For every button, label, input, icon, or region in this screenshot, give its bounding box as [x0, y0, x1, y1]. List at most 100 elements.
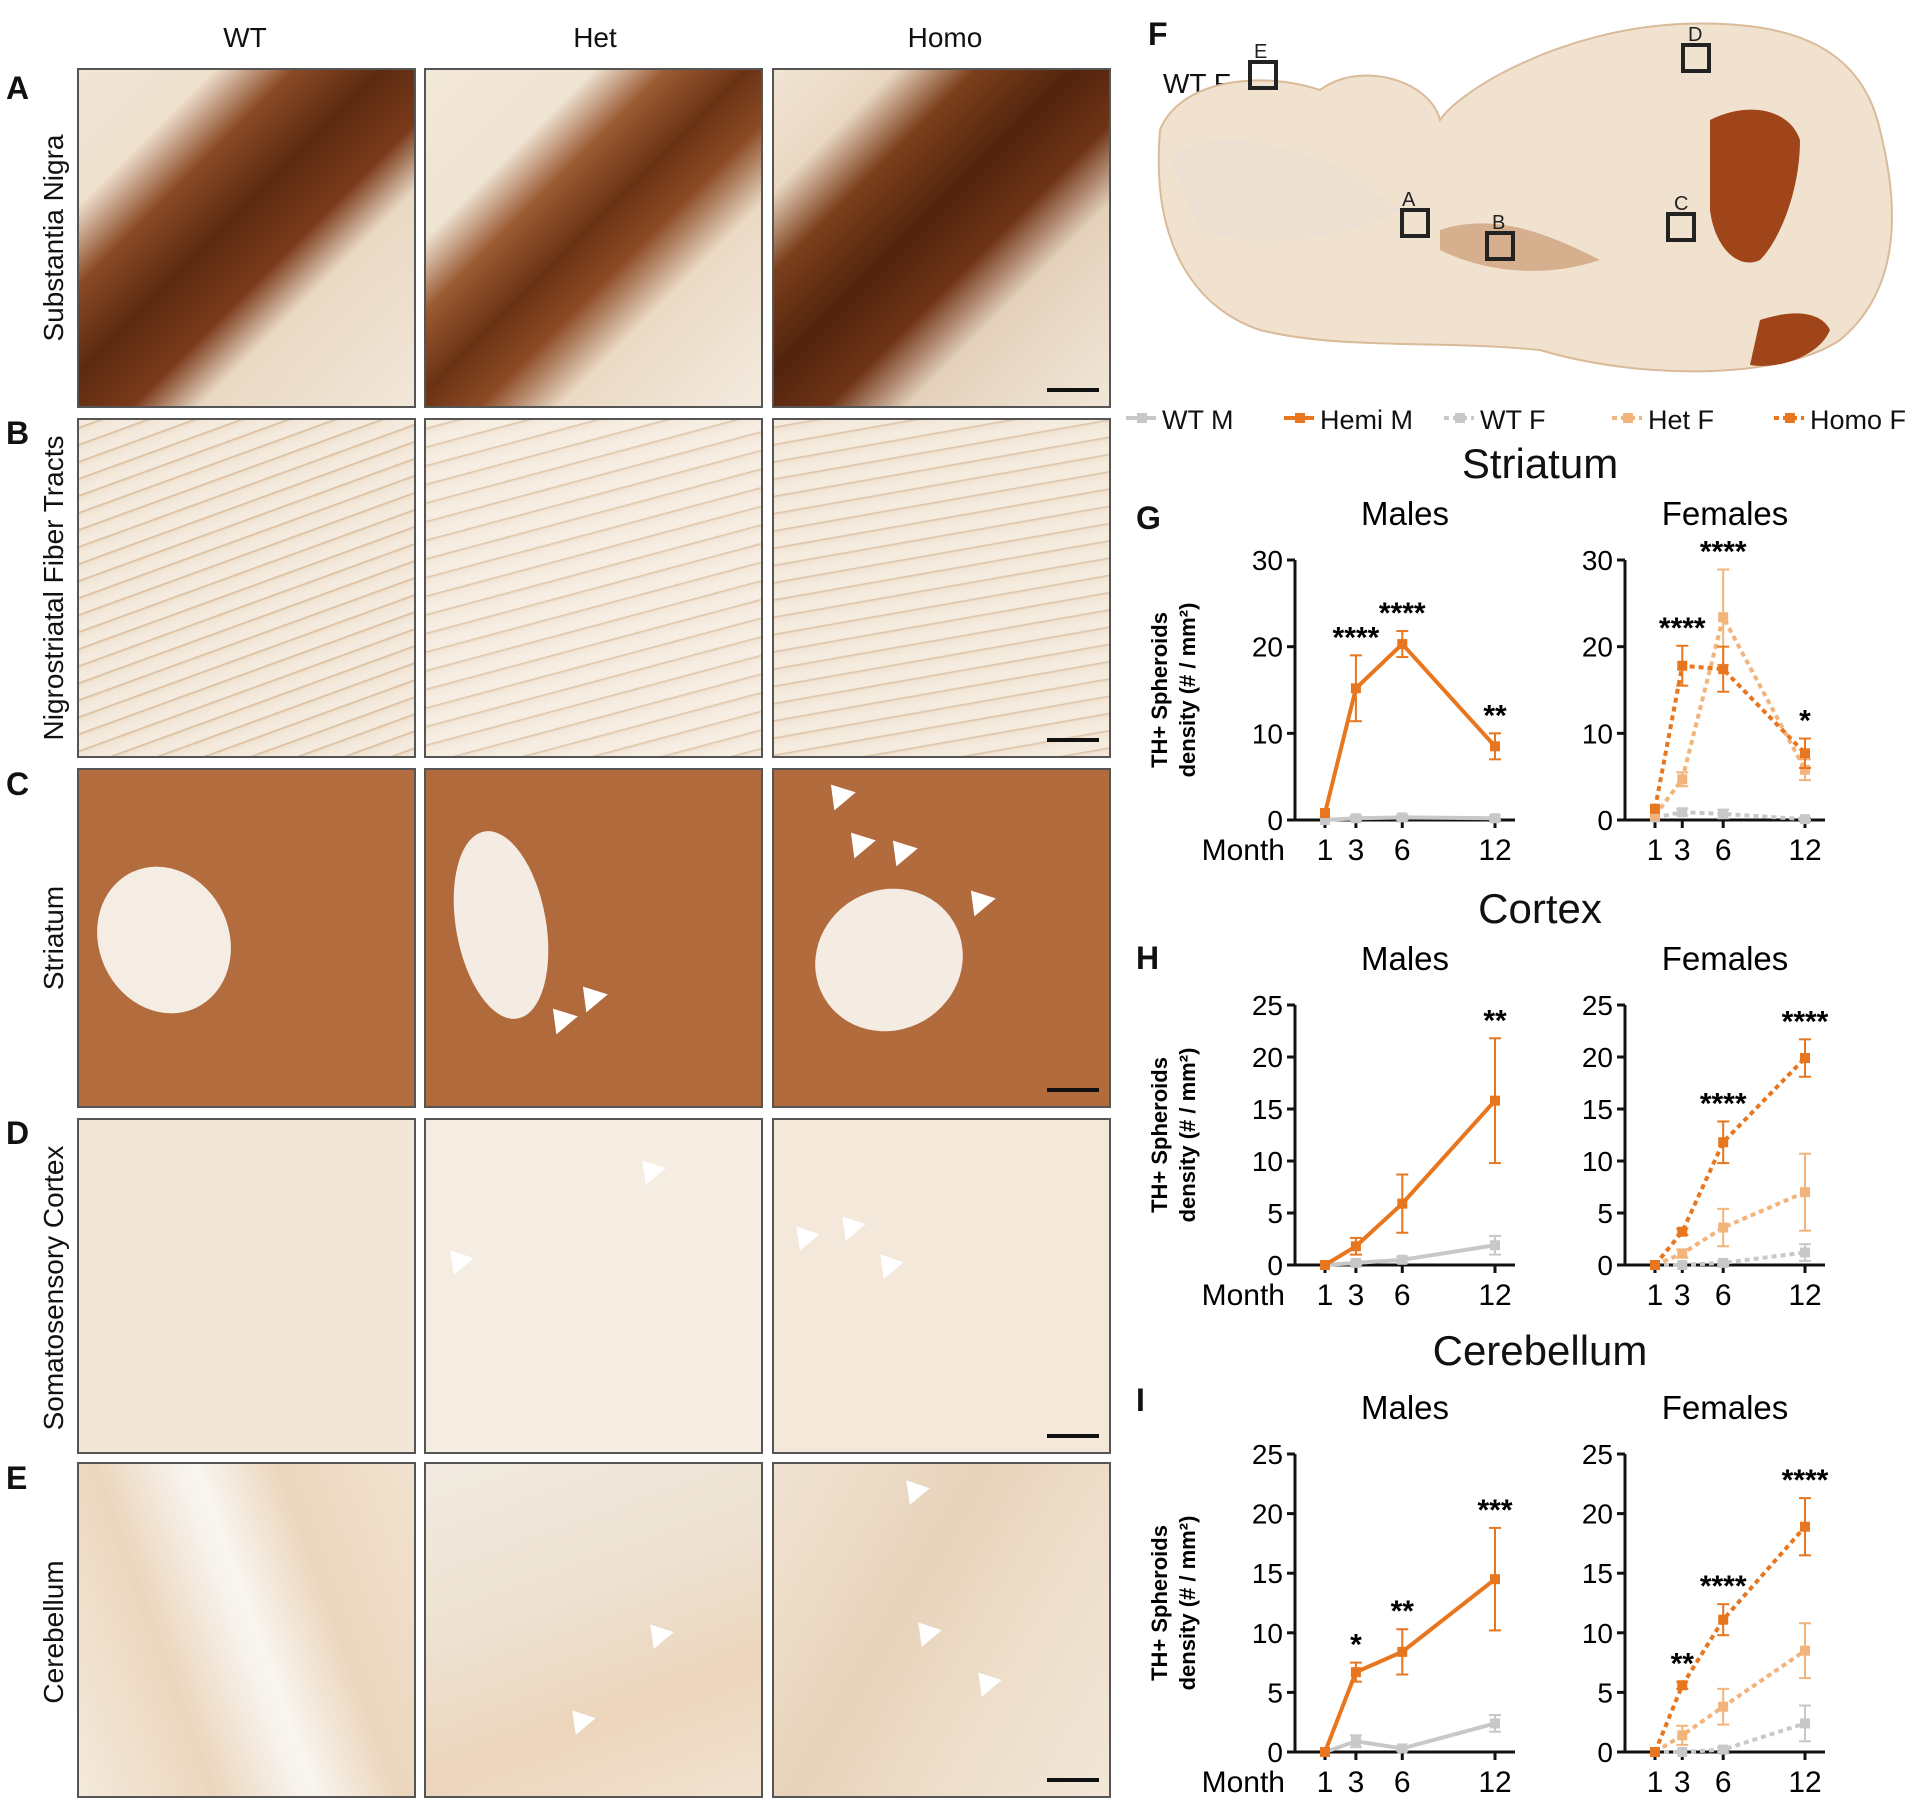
data-point — [1650, 810, 1660, 821]
y-tick-label: 0 — [1597, 1250, 1613, 1281]
legend-svg: WT M Hemi M WT F Het F Homo F — [1126, 405, 1906, 435]
data-point — [1490, 1095, 1500, 1106]
legend-marker — [1137, 413, 1147, 423]
row-letter-e: E — [6, 1460, 28, 1496]
arrowhead-icon — [632, 1152, 666, 1185]
micrograph-c-homo — [772, 768, 1111, 1108]
y-tick-label: 10 — [1582, 718, 1613, 749]
data-point — [1677, 1248, 1688, 1259]
x-tick-label: 1 — [1647, 834, 1664, 867]
scale-bar — [1047, 1778, 1099, 1782]
series-line — [1653, 663, 1807, 810]
y-tick-label: 15 — [1582, 1094, 1613, 1125]
x-tick-label: 6 — [1394, 834, 1411, 867]
data-point — [1490, 741, 1500, 752]
data-point — [1320, 808, 1330, 819]
data-point — [1677, 774, 1688, 785]
row-label-wrap-d: Somatosensory Cortex — [34, 1118, 74, 1458]
subplot-title: Males — [1361, 495, 1449, 532]
roi-label: D — [1688, 24, 1702, 46]
series-line — [1323, 1099, 1497, 1267]
y-tick-label: 10 — [1582, 1146, 1613, 1177]
x-tick-label: 1 — [1647, 1766, 1664, 1799]
data-point — [1320, 1747, 1330, 1757]
row-label-wrap-a: Substantia Nigra — [34, 68, 74, 408]
legend-label: WT F — [1480, 405, 1545, 435]
row-letter-a: A — [6, 70, 30, 106]
data-point — [1490, 1718, 1500, 1729]
data-point — [1650, 803, 1660, 814]
y-axis-label: density (# / mm²) — [1175, 603, 1200, 778]
micrograph-a-het — [424, 68, 763, 408]
data-point — [1800, 1053, 1810, 1064]
y-tick-label: 25 — [1252, 990, 1283, 1021]
significance-stars: **** — [1782, 1464, 1829, 1497]
data-point — [1718, 664, 1729, 675]
roi-label: A — [1402, 189, 1416, 211]
data-point — [1718, 1614, 1729, 1625]
y-tick-label: 10 — [1252, 1618, 1283, 1649]
data-point — [1397, 812, 1408, 823]
panel-letter-i: I — [1136, 1382, 1145, 1418]
data-point — [1350, 1257, 1361, 1268]
x-tick-label: 6 — [1715, 834, 1732, 867]
x-tick-label: 1 — [1317, 834, 1334, 867]
chart-cerebellum: TH+ Spheroids density (# / mm²)Males05101… — [1147, 1389, 1829, 1799]
row-letter-c: C — [6, 766, 30, 802]
significance-stars: **** — [1333, 621, 1380, 654]
data-point — [1490, 1574, 1500, 1585]
arrowhead-icon — [640, 1616, 674, 1649]
panel-letter-h: H — [1136, 940, 1160, 976]
y-tick-label: 25 — [1582, 1439, 1613, 1470]
data-point — [1677, 1680, 1688, 1691]
significance-stars: **** — [1700, 1570, 1747, 1603]
arrowhead-icon — [882, 831, 918, 867]
significance-stars: **** — [1659, 612, 1706, 645]
significance-stars: ** — [1483, 699, 1507, 732]
legend-marker — [1785, 413, 1795, 423]
significance-stars: **** — [1700, 536, 1747, 569]
x-tick-label: 3 — [1674, 834, 1691, 867]
legend: WT M Hemi M WT F Het F Homo F — [1122, 398, 1908, 436]
subplot-title: Males — [1361, 1389, 1449, 1426]
subplot-title: Females — [1662, 495, 1789, 532]
data-point — [1800, 748, 1810, 759]
subplot-title: Females — [1662, 1389, 1789, 1426]
subplot-title: Males — [1361, 940, 1449, 977]
series-line — [1323, 1577, 1497, 1753]
significance-stars: ** — [1391, 1595, 1415, 1628]
y-tick-label: 0 — [1267, 805, 1283, 836]
y-tick-label: 30 — [1582, 545, 1613, 576]
legend-label: Hemi M — [1320, 405, 1413, 435]
series-line — [1655, 1721, 1806, 1754]
white-matter-bundle — [789, 861, 989, 1059]
arrowhead-icon — [572, 977, 608, 1013]
data-point — [1677, 1226, 1688, 1237]
legend-marker — [1623, 413, 1633, 423]
micrograph-b-homo — [772, 418, 1111, 758]
x-tick-label: 3 — [1348, 834, 1365, 867]
data-point — [1350, 813, 1361, 824]
row-label-wrap-b: Nigrostriatal Fiber Tracts — [34, 418, 74, 758]
arrowhead-icon — [840, 823, 876, 859]
y-tick-label: 10 — [1582, 1618, 1613, 1649]
y-tick-label: 20 — [1582, 632, 1613, 663]
x-tick-label: 6 — [1715, 1766, 1732, 1799]
series-line — [1324, 1243, 1496, 1267]
sagittal-brain-image: A B C D E — [1157, 22, 1893, 373]
row-label-striatum: Striatum — [38, 885, 69, 991]
row-label-nigrostriatal: Nigrostriatal Fiber Tracts — [38, 435, 69, 741]
data-point — [1490, 1240, 1500, 1251]
data-point — [1397, 1198, 1408, 1209]
x-tick-label: 1 — [1317, 1279, 1334, 1312]
roi-box — [1400, 208, 1430, 238]
x-tick-label: 3 — [1348, 1279, 1365, 1312]
row-label-cerebellum: Cerebellum — [38, 1560, 69, 1704]
y-tick-label: 0 — [1267, 1737, 1283, 1768]
micrograph-b-wt — [77, 418, 416, 758]
legend-label: Het F — [1648, 405, 1714, 435]
data-point — [1800, 1187, 1810, 1198]
y-tick-label: 20 — [1252, 1042, 1283, 1073]
data-point — [1320, 815, 1330, 825]
scale-bar — [1047, 738, 1099, 742]
